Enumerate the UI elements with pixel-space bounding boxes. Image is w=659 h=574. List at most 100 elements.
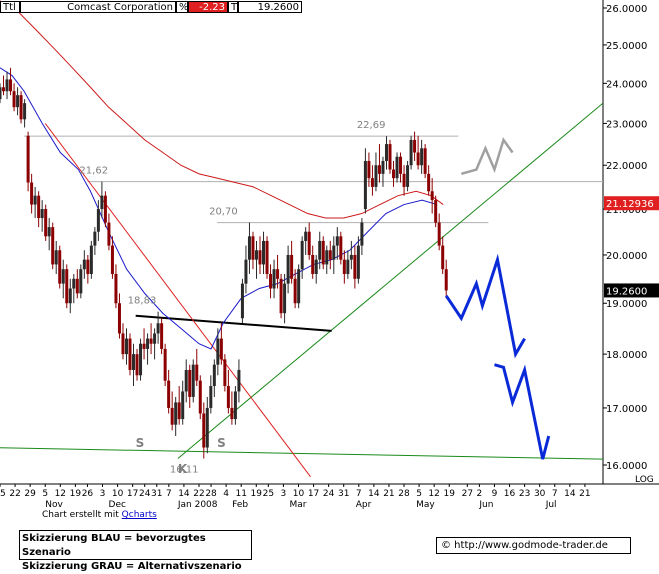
- last-price: 19.2600: [238, 1, 302, 13]
- candle-body: [93, 231, 97, 246]
- candle-body: [311, 254, 315, 274]
- x-tick-label: 7: [166, 489, 172, 499]
- candle-body: [205, 407, 209, 448]
- x-tick-label: 9: [492, 489, 498, 499]
- log-scale-label: LOG: [635, 475, 654, 485]
- y-tick-label: 25.0000: [606, 41, 647, 52]
- qcharts-link[interactable]: Qcharts: [121, 510, 157, 520]
- x-tick-label: 31: [338, 489, 349, 499]
- x-tick-label: 7: [552, 489, 558, 499]
- candle-body: [153, 333, 157, 344]
- candle-body: [117, 303, 121, 334]
- percent-label: %: [176, 1, 189, 13]
- x-tick-label: 22: [9, 489, 20, 499]
- instrument-name: Comcast Corporation: [20, 1, 176, 13]
- price-tag-box: [604, 196, 659, 211]
- ma-red-line: [0, 0, 444, 219]
- x-tick-label: 10: [112, 489, 124, 499]
- candle-body: [5, 79, 9, 92]
- y-tick-label: 26.0000: [606, 4, 647, 15]
- candle-body: [226, 386, 230, 408]
- price-annotation: 20,70: [209, 207, 238, 218]
- candle-body: [251, 236, 255, 260]
- price-annotation: 18,83: [128, 296, 157, 307]
- candle-body: [135, 354, 139, 376]
- x-tick-label: 28: [205, 489, 217, 499]
- x-tick-label: 17: [308, 489, 319, 499]
- candle-body: [146, 338, 150, 349]
- candle-body: [82, 259, 86, 270]
- candle-body: [381, 160, 385, 174]
- x-tick-label: 25: [263, 489, 274, 499]
- trend-line-neckline: [135, 314, 332, 332]
- x-month-label: Jul: [545, 500, 557, 510]
- candle-body: [244, 259, 248, 284]
- candle-body: [107, 222, 111, 246]
- x-tick-label: 15: [0, 489, 6, 499]
- candle-body: [406, 165, 410, 187]
- candle-body: [75, 278, 79, 294]
- candle-body: [96, 209, 100, 232]
- y-tick-label: 18.0000: [606, 350, 647, 361]
- candle-body: [444, 269, 448, 291]
- candle-body: [79, 269, 83, 294]
- candle-body: [360, 222, 364, 246]
- trend-line-uptrend: [177, 102, 603, 459]
- price-annotation: 22,69: [357, 120, 386, 131]
- x-tick-label: 31: [151, 489, 162, 499]
- candle-body: [392, 169, 396, 179]
- x-month-label: Jan 2008: [177, 500, 218, 510]
- candle-body: [100, 195, 104, 210]
- candle-body: [19, 95, 23, 120]
- x-tick-label: 21: [579, 489, 590, 499]
- candle-body: [293, 278, 297, 304]
- candle-body: [409, 139, 413, 166]
- x-month-label: Dec: [109, 500, 126, 510]
- candle-body: [272, 269, 276, 289]
- candle-body: [198, 380, 202, 414]
- y-tick-label: 16.0000: [606, 461, 647, 472]
- scenario-legend: Skizzierung BLAU = bevorzugtes Szenario …: [19, 530, 252, 572]
- y-tick-label: 17.0000: [606, 404, 647, 415]
- x-tick-label: 16: [504, 489, 516, 499]
- candle-body: [156, 323, 160, 334]
- candle-body: [23, 103, 27, 120]
- candle-body: [254, 250, 258, 260]
- candle-body: [160, 323, 164, 349]
- candle-body: [297, 269, 301, 304]
- candle-body: [219, 338, 223, 360]
- candle-body: [124, 338, 128, 355]
- x-tick-label: 26: [82, 489, 94, 499]
- website-link[interactable]: © http://www.godmode-trader.de: [436, 537, 631, 554]
- candle-body: [363, 160, 367, 210]
- candle-body: [286, 254, 290, 284]
- candle-body: [51, 227, 55, 265]
- x-tick-label: 29: [24, 489, 36, 499]
- x-tick-label: 4: [223, 489, 229, 499]
- x-month-label: Jun: [478, 500, 493, 510]
- candle-body: [332, 245, 336, 260]
- x-tick-label: 12: [428, 489, 439, 499]
- candle-body: [223, 359, 227, 387]
- candle-body: [374, 165, 378, 187]
- candle-body: [65, 269, 69, 304]
- candle-body: [47, 227, 51, 237]
- candle-body: [2, 87, 6, 92]
- legend-grey: Skizzierung GRAU = Alternativszenario: [22, 561, 242, 572]
- candle-body: [399, 156, 403, 174]
- x-tick-label: 19: [444, 489, 456, 499]
- x-tick-label: 14: [368, 489, 380, 499]
- candle-body: [174, 402, 178, 425]
- candle-body: [290, 254, 294, 279]
- x-tick-label: 10: [293, 489, 305, 499]
- x-tick-label: 2: [477, 489, 483, 499]
- candle-body: [12, 91, 16, 108]
- price-annotation: 16,11: [170, 465, 199, 476]
- candle-body: [328, 250, 332, 260]
- x-tick-label: 11: [235, 489, 246, 499]
- candle-body: [276, 269, 280, 279]
- candle-body: [233, 391, 237, 420]
- candle-body: [177, 402, 181, 420]
- candle-body: [195, 364, 199, 381]
- candle-body: [384, 144, 388, 161]
